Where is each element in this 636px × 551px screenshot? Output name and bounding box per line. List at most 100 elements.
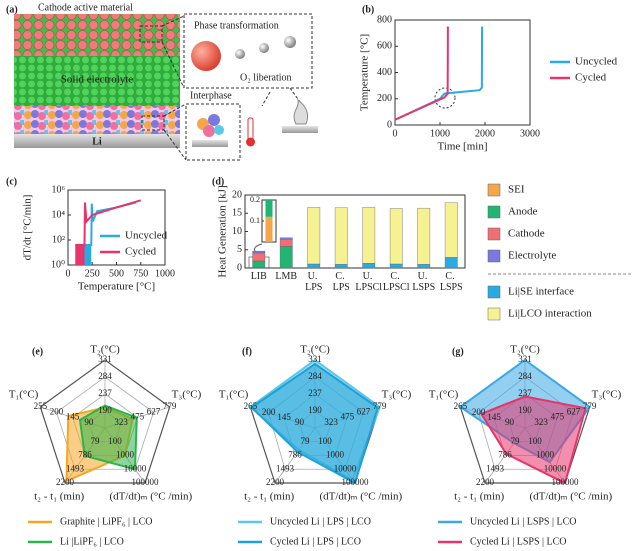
fire-icon: [293, 98, 309, 125]
tick-label: 200: [472, 407, 486, 417]
legend-label: Graphite | LiPF₆ | LCO: [60, 516, 153, 527]
y-tick-label: 600: [377, 41, 392, 52]
y-axis-label: dT/dt [°C/min]: [22, 195, 34, 261]
tick-label: 323: [324, 417, 338, 427]
y-tick-label: 10²: [52, 234, 65, 245]
particle-icon: [208, 114, 220, 126]
tick-label: 475: [341, 412, 355, 422]
radar-area: [250, 362, 379, 485]
x-tick-label: C. LPS: [333, 271, 350, 293]
legend-label: Uncycled Li | LPS | LCO: [270, 516, 371, 527]
panel-label: (f): [242, 346, 252, 357]
legend-label: Li|LCO interaction: [508, 308, 592, 320]
tick-label: 1493: [486, 463, 505, 473]
bar: [307, 263, 321, 269]
x-tick-label: U. LPSCl: [355, 271, 382, 293]
x-tick-label: C. LPSCl: [383, 271, 410, 293]
tick-label: 100000: [341, 477, 369, 487]
tick-label: 475: [551, 412, 565, 422]
li-layer: [14, 134, 180, 148]
particle-icon: [191, 41, 221, 71]
tick-label: 2200: [476, 477, 495, 487]
line: [394, 26, 449, 121]
tick-label: 779: [583, 401, 597, 411]
bar: [417, 207, 431, 265]
bar: [307, 207, 321, 265]
tick-label: 1000: [536, 450, 555, 460]
legend-label: Cathode: [508, 228, 545, 240]
x-tick-label: 250: [85, 268, 100, 279]
grid-ring: [39, 359, 171, 484]
y-tick-label: 0: [237, 262, 242, 273]
y-axis-label: Temperature [°C]: [359, 34, 371, 111]
particle-icon: [284, 36, 296, 48]
y-tick-label: 0.1: [250, 216, 260, 225]
particle-icon: [259, 43, 269, 53]
tick-label: 1493: [66, 463, 85, 473]
y-axis-label: Heat Generation [kJ]: [217, 185, 229, 277]
bar: [334, 264, 348, 269]
legend-label: Anode: [508, 206, 537, 218]
tick-label: 2200: [266, 477, 285, 487]
radar-area: [78, 404, 138, 471]
bar: [417, 264, 431, 269]
tick-label: 475: [131, 412, 145, 422]
tick-label: 331: [308, 354, 322, 364]
legend-label: Electrolyte: [508, 250, 556, 262]
bar: [279, 237, 293, 240]
radar-area: [479, 395, 587, 485]
bar: [389, 263, 403, 269]
tick-label: 786: [288, 450, 302, 460]
area: [84, 244, 92, 265]
tick-label: 237: [518, 388, 532, 398]
x-tick-label: 0: [393, 128, 398, 139]
tick-label: 100: [528, 436, 542, 446]
tick-label: 2200: [56, 477, 75, 487]
x-tick-label: 0: [66, 268, 71, 279]
y-tick-label: 10⁶: [52, 184, 66, 195]
tick-label: 255: [34, 401, 48, 411]
axis-label: t₂ - t₁ (min): [454, 491, 504, 503]
tick-label: 145: [487, 412, 501, 422]
bar: [252, 250, 266, 254]
tick-label: 331: [98, 354, 112, 364]
bar: [265, 200, 273, 217]
tick-label: 1000: [116, 450, 135, 460]
y-tick-label: 10: [232, 226, 242, 237]
axis-label: (dT/dt)ₘ (°C /min): [109, 491, 192, 503]
x-tick-label: U. LPS: [305, 271, 322, 293]
tick-label: 200: [262, 407, 276, 417]
axis-label: T₁(°C): [219, 389, 249, 401]
tick-label: 90: [505, 417, 515, 427]
tick-label: 145: [66, 412, 80, 422]
bar: [334, 207, 348, 265]
interphase-label: Interphase: [190, 90, 232, 101]
bar: [279, 246, 293, 269]
x-tick-label: U. LSPS: [412, 271, 435, 293]
legend-label: Li|SE interface: [508, 286, 574, 298]
axis-label: T₃(°C): [592, 389, 622, 401]
x-tick-label: 1000: [430, 128, 450, 139]
x-tick-label: LMB: [275, 271, 297, 282]
panel-label: (c): [6, 176, 17, 187]
li-icon: [282, 126, 318, 133]
legend-swatch: [487, 307, 501, 321]
y-tick-label: 10⁴: [52, 209, 66, 220]
bar: [362, 263, 376, 269]
tick-label: 90: [295, 417, 305, 427]
legend-label: Uncycled Li | LSPS | LCO: [470, 516, 577, 527]
cathode-layer: [14, 14, 180, 56]
bar: [265, 216, 273, 242]
tick-label: 237: [308, 388, 322, 398]
tick-label: 1000: [326, 450, 345, 460]
electrolyte-label: Solid electrolyte: [61, 74, 134, 86]
bar: [389, 208, 403, 265]
tick-label: 284: [308, 371, 322, 381]
tick-label: 331: [518, 354, 532, 364]
tick-label: 627: [147, 406, 161, 416]
plot-frame: [244, 194, 466, 269]
tick-label: 10000: [544, 463, 567, 473]
axis-label: T₃(°C): [382, 389, 412, 401]
x-tick-label: 1000: [155, 268, 175, 279]
